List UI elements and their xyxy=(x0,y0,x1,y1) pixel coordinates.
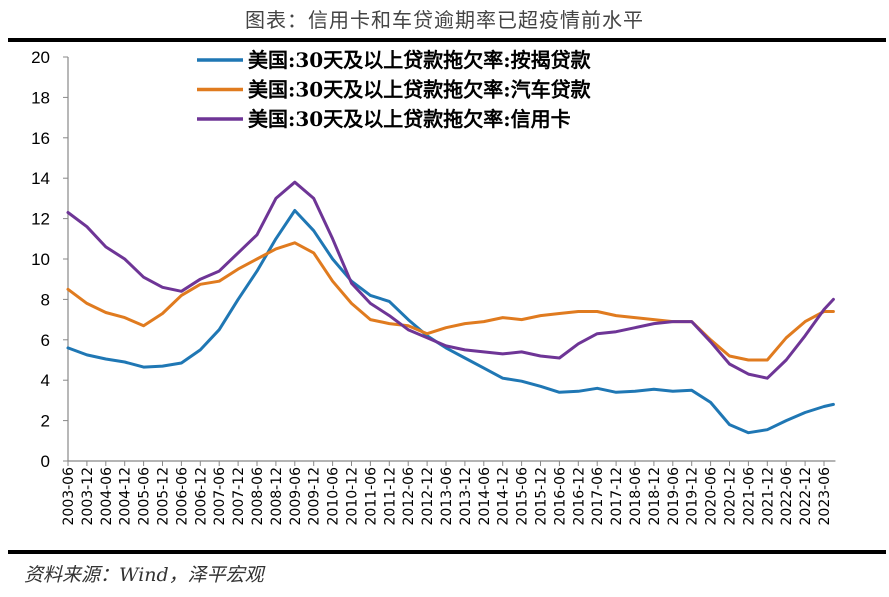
x-tick-label: 2017-12 xyxy=(609,467,625,526)
series-line-1 xyxy=(66,241,835,362)
x-tick-label: 2022-12 xyxy=(798,467,814,526)
x-tick-label: 2011-12 xyxy=(382,467,398,526)
x-tick-label: 2018-06 xyxy=(628,467,644,526)
y-tick-label: 20 xyxy=(31,48,50,67)
x-tick-label: 2004-06 xyxy=(99,467,115,526)
x-tick-label: 2013-12 xyxy=(458,467,474,526)
source-note: 资料来源：Wind，泽平宏观 xyxy=(24,564,264,586)
x-tick-label: 2015-06 xyxy=(515,467,531,526)
x-tick-label: 2019-12 xyxy=(685,467,701,526)
x-tick-label: 2016-12 xyxy=(571,467,587,526)
x-tick-label: 2014-12 xyxy=(496,467,512,526)
y-tick-label: 6 xyxy=(41,331,50,350)
x-tick-label: 2017-06 xyxy=(590,467,606,526)
x-tick-label: 2008-06 xyxy=(250,467,266,526)
x-tick-label: 2021-12 xyxy=(760,467,776,526)
x-tick-label: 2010-06 xyxy=(326,467,342,526)
x-tick-label: 2005-06 xyxy=(137,467,153,526)
x-tick-label: 2009-06 xyxy=(288,467,304,526)
x-tick-label: 2008-12 xyxy=(269,467,285,526)
series-line-2 xyxy=(66,180,835,380)
x-tick-label: 2006-06 xyxy=(174,467,190,526)
x-tick-label: 2006-12 xyxy=(193,467,209,526)
x-tick-label: 2007-06 xyxy=(212,467,228,526)
bottom-rule xyxy=(8,550,886,554)
x-tick-label: 2004-12 xyxy=(118,467,134,526)
x-tick-label: 2010-12 xyxy=(345,467,361,526)
y-tick-label: 10 xyxy=(31,250,50,269)
legend-label-1: 美国:30天及以上贷款拖欠率:汽车贷款 xyxy=(248,78,592,102)
series-line-0 xyxy=(66,209,835,435)
x-tick-label: 2021-06 xyxy=(741,467,757,526)
x-tick-label: 2018-12 xyxy=(647,467,663,526)
x-tick-label: 2022-06 xyxy=(779,467,795,526)
x-tick-label: 2020-06 xyxy=(704,467,720,526)
y-tick-label: 4 xyxy=(41,371,50,390)
x-tick-label: 2005-12 xyxy=(156,467,172,526)
y-tick-label: 18 xyxy=(31,88,50,107)
y-tick-label: 16 xyxy=(31,129,50,148)
x-tick-label: 2014-06 xyxy=(477,467,493,526)
legend-label-2: 美国:30天及以上贷款拖欠率:信用卡 xyxy=(248,107,571,131)
y-tick-label: 8 xyxy=(41,290,50,309)
y-tick-label: 0 xyxy=(41,452,50,471)
x-tick-label: 2023-06 xyxy=(817,467,833,526)
x-tick-label: 2009-12 xyxy=(307,467,323,526)
x-tick-label: 2003-12 xyxy=(80,467,96,526)
x-tick-label: 2013-06 xyxy=(439,467,455,526)
x-tick-label: 2012-12 xyxy=(420,467,436,526)
chart-title: 图表：信用卡和车贷逾期率已超疫情前水平 xyxy=(245,8,644,32)
x-tick-label: 2007-12 xyxy=(231,467,247,526)
y-tick-label: 2 xyxy=(41,412,50,431)
x-tick-label: 2020-12 xyxy=(723,467,739,526)
legend-label-0: 美国:30天及以上贷款拖欠率:按揭贷款 xyxy=(248,48,592,72)
top-rule xyxy=(8,38,886,42)
x-tick-label: 2019-06 xyxy=(666,467,682,526)
x-tick-label: 2015-12 xyxy=(534,467,550,526)
x-tick-label: 2016-06 xyxy=(552,467,568,526)
x-tick-label: 2012-06 xyxy=(401,467,417,526)
y-tick-label: 12 xyxy=(31,210,50,229)
x-tick-label: 2011-06 xyxy=(363,467,379,526)
x-tick-label: 2003-06 xyxy=(61,467,77,526)
y-tick-label: 14 xyxy=(31,169,50,188)
